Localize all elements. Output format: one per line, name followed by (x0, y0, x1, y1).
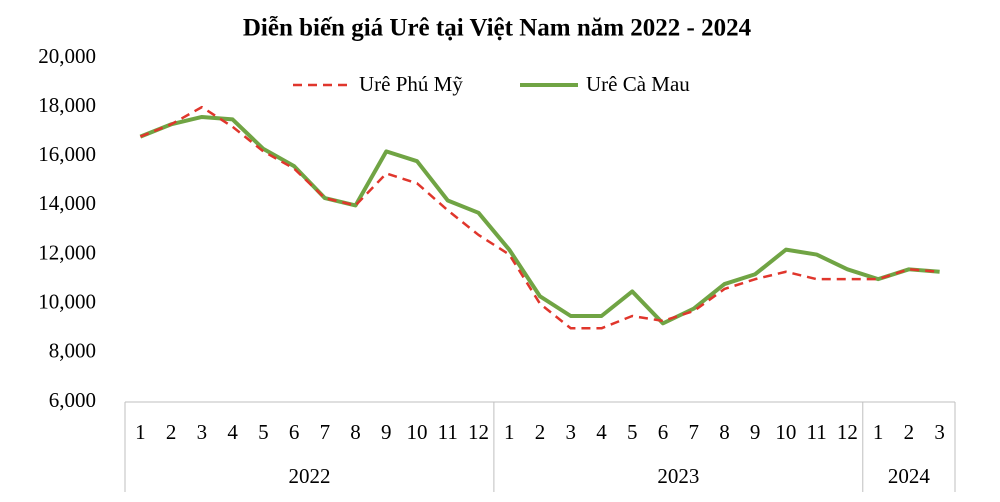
x-tick-label: 10 (775, 420, 796, 444)
x-tick-label: 2 (166, 420, 177, 444)
line-series (139, 105, 940, 330)
x-tick-label: 4 (227, 420, 238, 444)
y-tick-label: 10,000 (38, 290, 96, 314)
group-label: 2022 (288, 464, 330, 488)
x-tick-label: 11 (438, 420, 458, 444)
legend-label: Urê Phú Mỹ (359, 72, 463, 96)
x-tick-label: 9 (381, 420, 392, 444)
x-tick-label: 3 (197, 420, 208, 444)
y-tick-label: 14,000 (38, 191, 96, 215)
x-tick-label: 2 (535, 420, 546, 444)
x-tick-label: 6 (289, 420, 300, 444)
chart-title: Diễn biến giá Urê tại Việt Nam năm 2022 … (243, 15, 752, 42)
y-tick-label: 20,000 (38, 44, 96, 68)
x-tick-label: 2 (904, 420, 915, 444)
x-tick-label: 8 (719, 420, 730, 444)
x-tick-label: 5 (258, 420, 269, 444)
group-label: 2024 (888, 464, 931, 488)
y-tick-label: 18,000 (38, 93, 96, 117)
x-tick-label: 3 (565, 420, 576, 444)
group-label: 2023 (657, 464, 699, 488)
x-tick-label: 12 (837, 420, 858, 444)
x-tick-label: 7 (320, 420, 331, 444)
y-tick-label: 6,000 (49, 388, 96, 412)
x-tick-label: 1 (135, 420, 146, 444)
x-tick-label: 5 (627, 420, 638, 444)
x-tick-label: 6 (658, 420, 669, 444)
line-series (139, 114, 940, 326)
x-tick-label: 1 (873, 420, 884, 444)
x-tick-label: 9 (750, 420, 761, 444)
x-tick-label: 10 (407, 420, 428, 444)
x-tick-label: 4 (596, 420, 607, 444)
x-tick-label: 11 (807, 420, 827, 444)
y-tick-label: 16,000 (38, 142, 96, 166)
x-tick-label: 3 (934, 420, 945, 444)
legend-label: Urê Cà Mau (586, 72, 690, 96)
y-tick-label: 8,000 (49, 339, 96, 363)
x-tick-label: 12 (468, 420, 489, 444)
x-tick-label: 8 (350, 420, 361, 444)
x-tick-label: 1 (504, 420, 515, 444)
x-tick-label: 7 (688, 420, 699, 444)
y-tick-label: 12,000 (38, 240, 96, 264)
